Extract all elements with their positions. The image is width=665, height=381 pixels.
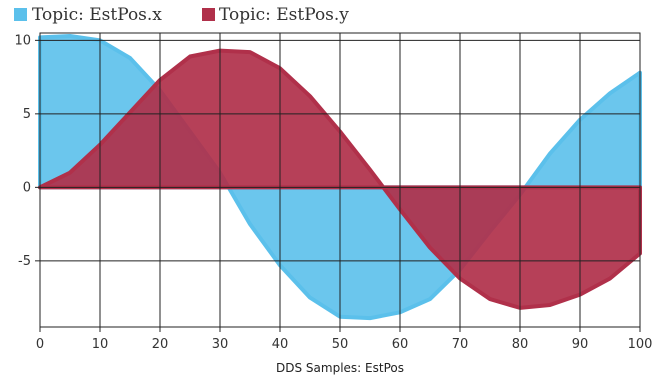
x-tick-label: 80 — [512, 337, 529, 352]
x-tick-label: 60 — [392, 337, 409, 352]
x-tick-label: 20 — [152, 337, 169, 352]
legend-label-x: Topic: EstPos.x — [32, 5, 162, 25]
grid — [39, 33, 641, 327]
x-axis: 0 10 20 30 40 50 60 70 80 90 100 — [36, 327, 653, 352]
x-tick-label: 30 — [212, 337, 229, 352]
x-tick-label: 100 — [628, 337, 653, 352]
x-axis-title: DDS Samples: EstPos — [276, 361, 404, 375]
x-tick-label: 70 — [452, 337, 469, 352]
x-tick-label: 10 — [92, 337, 109, 352]
x-tick-label: 90 — [572, 337, 589, 352]
y-tick-label: 0 — [23, 180, 31, 195]
y-tick-label: -5 — [18, 254, 31, 269]
legend: Topic: EstPos.x Topic: EstPos.y — [14, 5, 349, 25]
y-tick-label: 10 — [14, 33, 31, 48]
y-axis: -5 0 5 10 — [14, 33, 40, 269]
legend-swatch-x — [14, 8, 27, 21]
y-tick-label: 5 — [23, 107, 31, 122]
legend-label-y: Topic: EstPos.y — [219, 5, 349, 25]
legend-swatch-y — [202, 8, 215, 21]
x-tick-label: 40 — [272, 337, 289, 352]
x-tick-label: 0 — [36, 337, 44, 352]
x-tick-label: 50 — [332, 337, 349, 352]
